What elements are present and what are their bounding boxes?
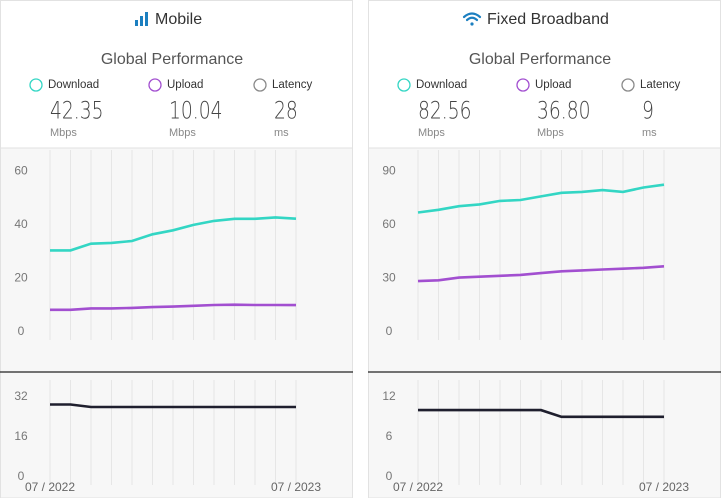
metric-unit: Mbps xyxy=(418,127,445,139)
x-tick-label: 07 / 2022 xyxy=(25,480,75,494)
panel-header xyxy=(368,0,721,149)
metric-unit: ms xyxy=(274,127,289,139)
metric-value: 36.80 xyxy=(537,98,591,126)
x-tick-label: 07 / 2023 xyxy=(639,480,689,494)
metric-value: 42.35 xyxy=(50,98,104,126)
y-tick-label: 32 xyxy=(14,389,28,403)
metric-unit: ms xyxy=(642,127,657,139)
panel-title: Mobile xyxy=(155,11,202,28)
wifi-icon xyxy=(462,12,482,26)
series-line xyxy=(417,265,665,283)
metric-label: Upload xyxy=(535,79,571,91)
y-tick-label: 16 xyxy=(14,429,28,443)
metric-icon xyxy=(516,78,530,92)
metric-label: Latency xyxy=(272,79,313,91)
y-tick-label: 6 xyxy=(386,429,393,443)
panel-charts xyxy=(368,147,721,498)
panel-header xyxy=(0,0,353,149)
metric-unit: Mbps xyxy=(50,127,77,139)
mobile-icon xyxy=(135,12,148,26)
series-line xyxy=(50,303,297,312)
y-tick-label: 30 xyxy=(382,271,396,285)
panel-subtitle: Global Performance xyxy=(101,51,243,68)
panel-subtitle: Global Performance xyxy=(469,51,611,68)
metric-icon xyxy=(148,78,162,92)
y-tick-label: 0 xyxy=(18,324,25,338)
y-tick-label: 90 xyxy=(382,164,396,178)
x-tick-label: 07 / 2022 xyxy=(393,480,443,494)
metric-value: 82.56 xyxy=(418,98,472,126)
metric-icon xyxy=(29,78,43,92)
metric-icon xyxy=(253,78,267,92)
metric-value: 9 xyxy=(642,98,654,126)
metric-icon xyxy=(397,78,411,92)
y-tick-label: 20 xyxy=(14,271,28,285)
series-line xyxy=(418,408,664,419)
y-tick-label: 0 xyxy=(18,469,25,483)
y-tick-label: 60 xyxy=(382,217,396,231)
metric-value: 28 xyxy=(274,98,298,126)
metric-unit: Mbps xyxy=(169,127,196,139)
metric-label: Upload xyxy=(167,79,203,91)
metric-label: Latency xyxy=(640,79,681,91)
panel-charts xyxy=(0,147,353,498)
metric-unit: Mbps xyxy=(537,127,564,139)
metric-label: Download xyxy=(48,79,99,91)
series-line xyxy=(50,216,297,252)
y-tick-label: 40 xyxy=(14,217,28,231)
metric-value: 10.04 xyxy=(169,98,223,126)
y-tick-label: 0 xyxy=(386,469,393,483)
series-line xyxy=(50,403,296,409)
series-line xyxy=(417,183,665,214)
panel-title: Fixed Broadband xyxy=(487,11,609,28)
x-tick-label: 07 / 2023 xyxy=(271,480,321,494)
metric-icon xyxy=(621,78,635,92)
y-tick-label: 60 xyxy=(14,164,28,178)
y-tick-label: 12 xyxy=(382,389,396,403)
metric-label: Download xyxy=(416,79,467,91)
y-tick-label: 0 xyxy=(386,324,393,338)
